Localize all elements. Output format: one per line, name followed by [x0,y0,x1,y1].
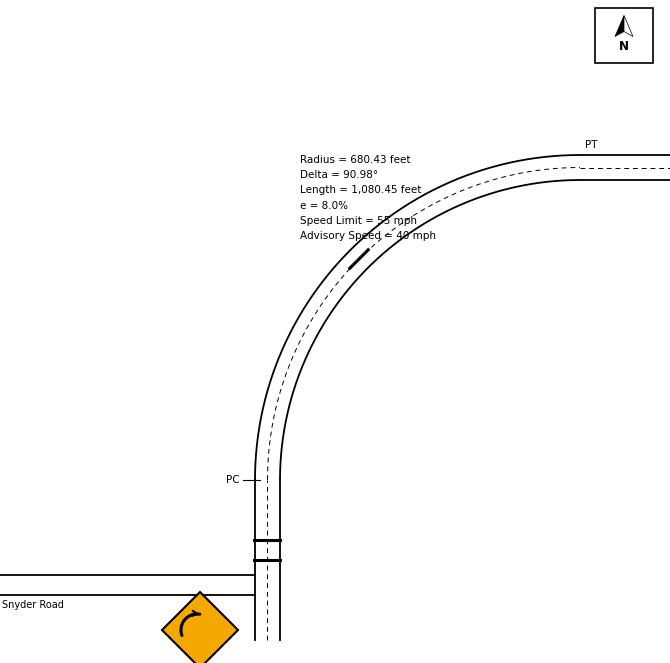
Polygon shape [162,592,238,663]
Text: PC: PC [226,475,240,485]
Text: PT: PT [585,140,598,150]
Polygon shape [624,15,633,36]
Bar [595,8,653,63]
Text: Radius = 680.43 feet
Delta = 90.98°
Length = 1,080.45 feet
e = 8.0%
Speed Limit : Radius = 680.43 feet Delta = 90.98° Leng… [300,155,436,241]
Text: Snyder Road: Snyder Road [2,600,64,610]
Polygon shape [615,15,624,36]
Text: N: N [619,40,629,52]
